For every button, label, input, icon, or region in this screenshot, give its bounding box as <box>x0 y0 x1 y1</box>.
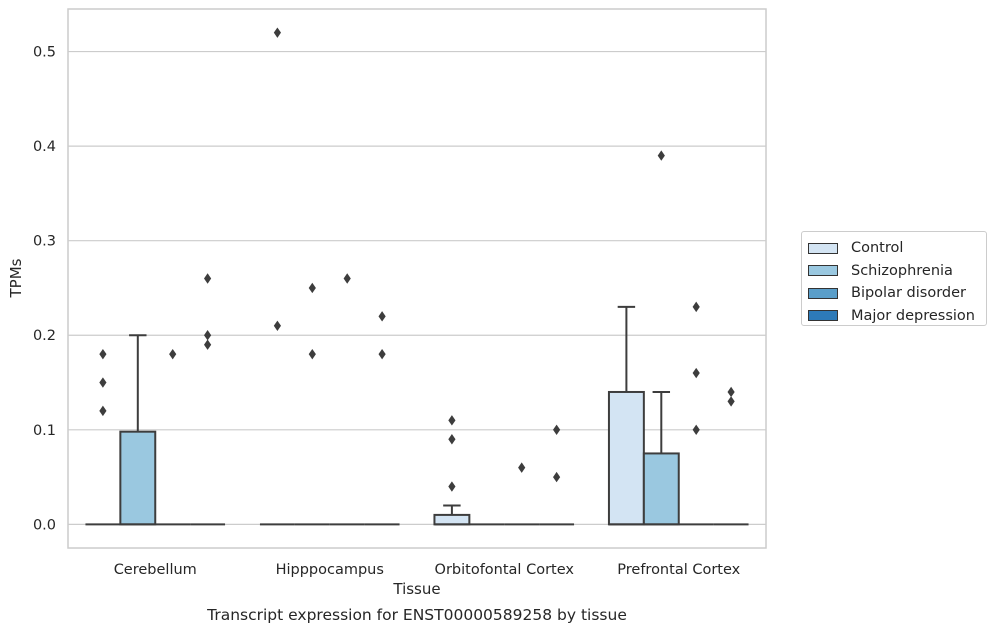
box-rect <box>607 390 645 526</box>
outlier-point <box>99 405 107 417</box>
outlier-point <box>518 462 526 473</box>
y-tick-label: 0.5 <box>33 45 56 61</box>
legend-item: Control <box>808 237 986 260</box>
box-0-1 <box>119 334 157 526</box>
outlier-point <box>657 150 665 161</box>
legend-item: Schizophrenia <box>808 260 986 283</box>
legend: Control Schizophrenia Bipolar disorder Majo… <box>801 231 987 326</box>
box-2-0 <box>433 504 471 526</box>
y-tick-label: 0.0 <box>33 517 56 533</box>
x-axis-label: Tissue <box>392 580 440 598</box>
y-tick-label: 0.4 <box>33 139 56 155</box>
legend-swatch <box>808 287 838 299</box>
outlier-point <box>308 282 316 294</box>
x-tick-label: Cerebellum <box>114 562 197 578</box>
box-rect <box>642 452 680 526</box>
outlier-point <box>308 348 316 360</box>
outlier-point <box>692 301 700 313</box>
legend-label: Schizophrenia <box>851 262 953 279</box>
outlier-point <box>378 311 386 322</box>
box-3-0 <box>607 305 645 526</box>
legend-item: Major depression <box>808 305 986 328</box>
y-tick-label: 0.2 <box>33 328 56 344</box>
outlier-point <box>204 273 212 284</box>
outlier-point <box>448 434 456 445</box>
outlier-point <box>692 424 700 435</box>
plot-frame <box>67 8 767 549</box>
box-rect <box>433 513 471 526</box>
y-tick-label: 0.3 <box>33 234 56 250</box>
outlier-point <box>553 471 561 483</box>
outlier-point <box>99 348 107 360</box>
boxes <box>85 305 749 526</box>
outlier-point <box>553 424 561 435</box>
outlier-point <box>727 386 735 398</box>
x-tick-label: Hipppocampus <box>276 562 384 578</box>
outlier-point <box>448 415 456 426</box>
legend-label: Major depression <box>851 307 975 324</box>
outlier-point <box>448 481 456 492</box>
outlier-point <box>378 348 386 360</box>
x-tick-label: Orbitofontal Cortex <box>435 562 575 578</box>
legend-label: Bipolar disorder <box>851 285 966 302</box>
outlier-point <box>343 273 351 284</box>
outlier-point <box>204 339 212 350</box>
outlier-point <box>273 27 281 38</box>
outlier-point <box>204 330 212 341</box>
x-tick-label: Prefrontal Cortex <box>617 562 740 578</box>
legend-item: Bipolar disorder <box>808 282 986 305</box>
box-rect <box>119 430 157 526</box>
legend-swatch <box>808 310 838 322</box>
x-axis-ticks: Cerebellum Hipppocampus Orbitofontal Corte… <box>114 562 741 578</box>
legend-swatch <box>808 242 838 254</box>
outlier-point <box>692 367 700 379</box>
outlier-point <box>727 396 735 407</box>
y-axis-ticks: 0.0 0.1 0.2 0.3 0.4 0.5 <box>33 45 56 534</box>
y-axis-label: TPMs <box>7 258 25 298</box>
outlier-point <box>99 377 107 388</box>
outliers <box>99 27 735 492</box>
legend-label: Control <box>851 240 904 257</box>
legend-swatch <box>808 265 838 277</box>
outlier-point <box>273 320 281 331</box>
chart-caption: Transcript expression for ENST0000058925… <box>207 606 627 624</box>
y-tick-label: 0.1 <box>33 423 56 439</box>
outlier-point <box>169 348 177 360</box>
box-3-1 <box>642 390 680 526</box>
